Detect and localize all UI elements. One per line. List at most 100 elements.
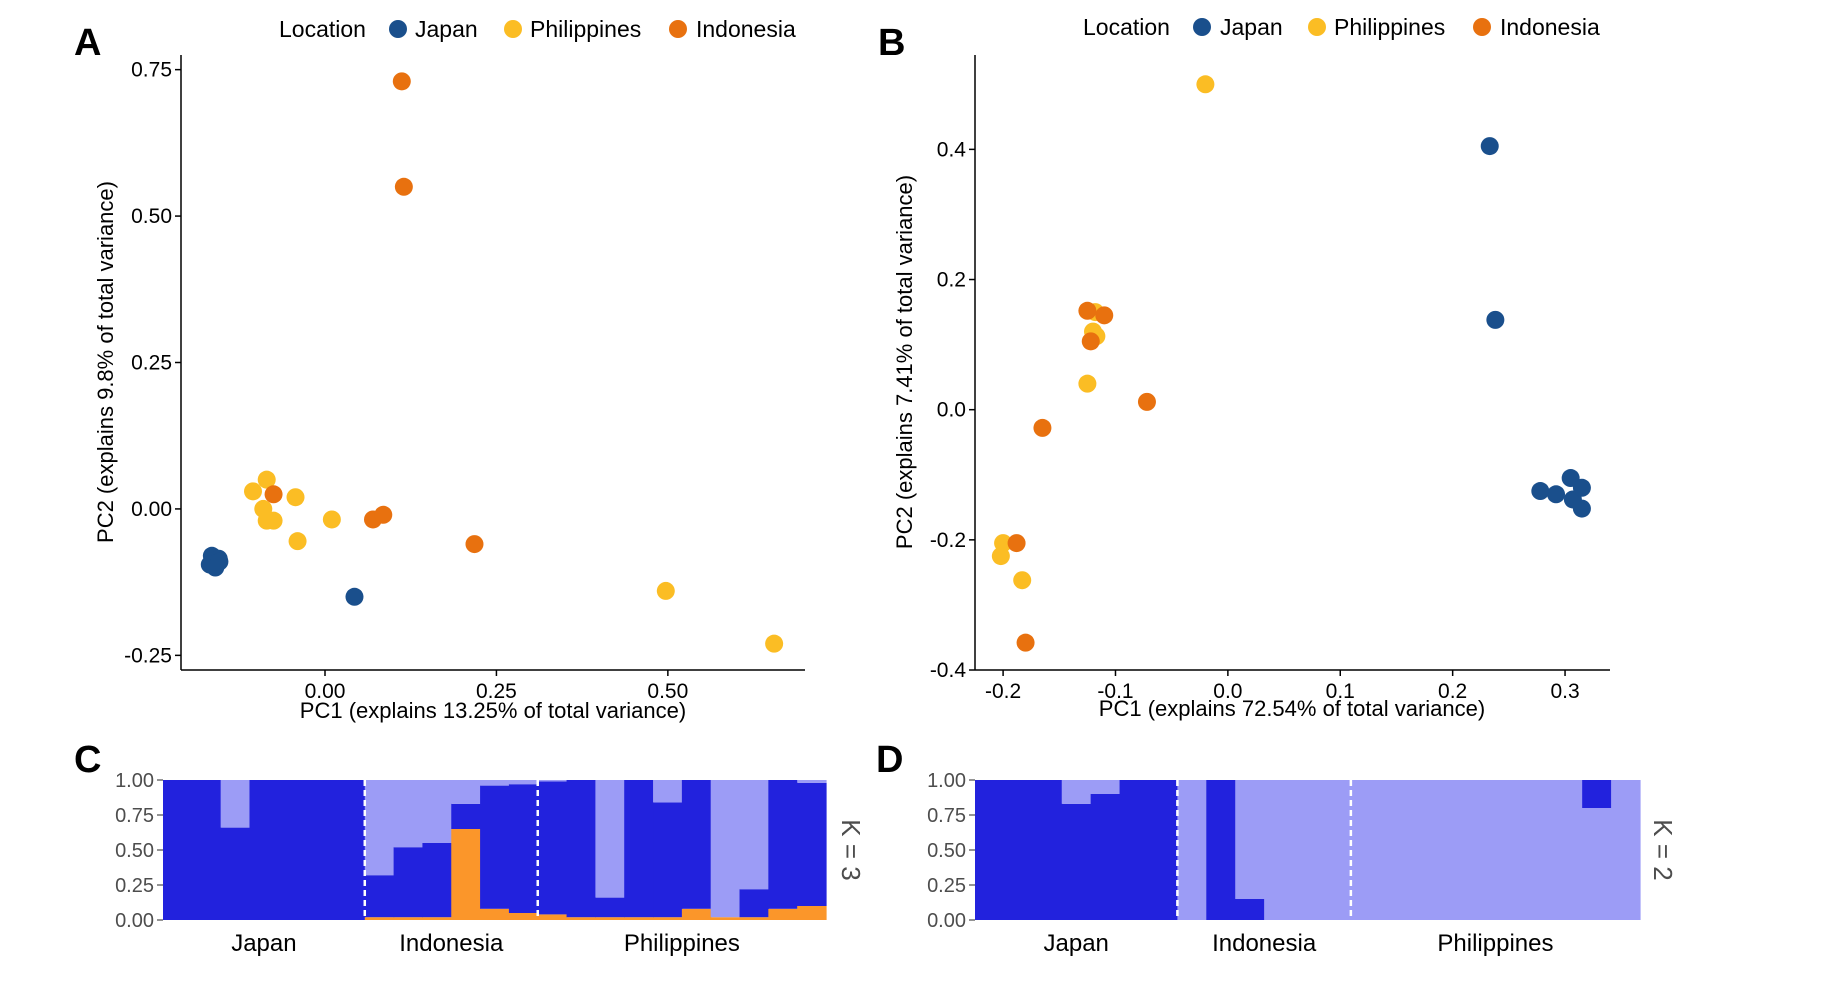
panel-c-bar-segment-cluster-dark [624,780,654,918]
panel-a-y-tick-label: 0.25 [131,352,172,375]
panel-d-bar-segment-cluster-light [1495,780,1525,920]
panel-c-bar-segment-cluster-dark [768,780,798,909]
panel-c-y-tick-label: 1.00 [115,770,154,792]
panel-c-group-label-philippines: Philippines [624,930,740,957]
panel-d-bar-segment-cluster-dark [1003,780,1034,920]
panel-b-legend-title: Location [1083,14,1170,40]
panel-a-legend-label-indonesia: Indonesia [696,16,796,42]
panel-b-legend-label-indonesia: Indonesia [1500,14,1600,40]
panel-c-bar-segment-cluster-orange [681,908,712,920]
panel-c-group-label-indonesia: Indonesia [399,930,504,957]
panel-a-legend: Location Japan Philippines Indonesia [279,16,796,42]
panel-d-bar-segment-cluster-dark [1032,780,1063,920]
panel-c-ticks: 0.00 0.25 0.50 0.75 1.00 [115,770,163,932]
panel-b-y-tick-label: -0.4 [930,659,967,682]
panel-b-legend-label-philippines: Philippines [1334,14,1445,40]
panel-b-y-tick-label: 0.2 [937,269,966,292]
panel-c-bar-segment-cluster-orange [393,917,424,920]
panel-b-legend-key-japan [1193,18,1211,36]
panel-b-x-tick-label: 0.2 [1438,680,1467,703]
panel-b-legend-key-philippines [1308,18,1326,36]
panel-c-k-label: K = 3 [836,819,866,880]
panel-a-point-philippines [656,581,675,600]
panel-a-point-indonesia [392,72,411,91]
panel-letter-a: A [74,22,101,64]
panel-a-point-japan [345,587,364,606]
panel-d-y-tick-label: 1.00 [927,770,966,792]
panel-b-y-tick-label: -0.2 [930,529,966,552]
panel-c-structure-plot: 0.00 0.25 0.50 0.75 1.00 Japan Indonesia Phili… [115,770,866,957]
panel-a-y-tick-label: -0.25 [124,644,172,667]
panel-c-bar-segment-cluster-dark [393,847,424,918]
panel-b-point-japan [1480,137,1499,156]
panel-c-bar-segment-cluster-dark [422,843,452,918]
panel-b-point-indonesia [1095,306,1114,325]
panel-a-y-tick-label: 0.00 [131,498,172,521]
panel-c-group-label-japan: Japan [231,930,296,957]
panel-c-bar-segment-cluster-dark [307,780,337,920]
panel-a-point-indonesia [374,505,393,524]
panel-a-ticks: 0.00 0.25 0.50 -0.25 0.00 0.25 0.50 0.75 [124,59,688,703]
panel-b-point-indonesia [1078,301,1097,320]
panel-b-y-axis-label: PC2 (explains 7.41% of total variance) [892,175,917,549]
panel-d-bar-segment-cluster-dark [1148,780,1178,920]
panel-c-bar-segment-cluster-dark [595,897,625,918]
panel-c-bar-segment-cluster-orange [595,917,625,920]
panel-d-bar-segment-cluster-light [1524,780,1554,920]
panel-d-y-tick-label: 0.25 [927,875,966,897]
panel-b-point-japan [1486,310,1505,329]
panel-c-bar-segment-cluster-orange [624,917,654,920]
panel-c-y-tick-label: 0.75 [115,805,154,827]
panel-b-legend: Location Japan Philippines Indonesia [1083,14,1600,40]
panel-b-legend-label-japan: Japan [1220,14,1283,40]
panel-b-point-indonesia [1137,392,1156,411]
panel-a-legend-label-philippines: Philippines [530,16,641,42]
panel-a-scatter: Location Japan Philippines Indonesia 0.0… [93,16,805,723]
panel-c-bar-segment-cluster-orange [739,917,769,920]
panel-d-bar-segment-cluster-dark-top [1582,780,1612,808]
panel-c-bar-segment-cluster-dark [508,784,539,913]
panel-a-legend-title: Location [279,16,366,42]
panel-a-y-tick-label: 0.75 [131,59,172,82]
panel-a-point-indonesia [394,177,413,196]
panel-d-bar-segment-cluster-light [1321,780,1352,920]
panel-d-bar-segment-cluster-light [1466,780,1497,920]
panel-d-bar-segment-cluster-dark [1119,780,1150,920]
panel-c-bar-segment-cluster-orange [422,917,452,920]
panel-c-bar-segment-cluster-light [653,780,683,803]
panel-d-bar-segment-cluster-light [1611,780,1641,920]
panel-a-point-philippines [288,532,307,551]
panel-c-bar-segment-cluster-dark [797,782,827,906]
panel-c-bar-segment-cluster-dark [364,875,395,918]
panel-d-ticks: 0.00 0.25 0.50 0.75 1.00 [927,770,975,932]
panel-c-bar-segment-cluster-light [739,780,769,890]
panel-c-bar-segment-cluster-orange [508,913,539,920]
panel-d-bar-segment-cluster-light [1379,780,1410,920]
panel-a-legend-key-indonesia [669,20,687,38]
panel-c-bar-segment-cluster-dark [739,889,769,918]
panel-b-point-indonesia [1081,332,1100,351]
panel-b-x-axis-label: PC1 (explains 72.54% of total variance) [1099,696,1485,721]
panel-c-bar-segment-cluster-orange [710,917,741,920]
panel-c-bar-segment-cluster-dark [335,780,366,920]
panel-b-legend-key-indonesia [1473,18,1491,36]
panel-b-point-japan [1572,478,1591,497]
panel-b-point-indonesia [1016,633,1035,652]
panel-b-point-japan [1572,499,1591,518]
panel-b-point-philippines [1078,374,1097,393]
panel-d-bar-segment-cluster-light [1437,780,1468,920]
panel-a-point-philippines [286,488,305,507]
panel-d-bar-segment-cluster-light [1177,780,1207,920]
panel-d-bars [975,780,1641,920]
panel-c-bar-segment-cluster-light [220,780,251,828]
panel-c-bar-segment-cluster-dark [566,780,596,918]
panel-c-bar-segment-cluster-orange [653,917,683,920]
panel-c-bars [163,780,827,920]
panel-d-group-label-japan: Japan [1044,930,1109,957]
panel-b-point-indonesia [1033,418,1052,437]
panel-c-bar-segment-cluster-dark [480,785,510,909]
panel-a-x-tick-label: 0.50 [647,680,688,703]
panel-a-point-philippines [322,510,341,529]
panel-c-y-tick-label: 0.50 [115,840,154,862]
